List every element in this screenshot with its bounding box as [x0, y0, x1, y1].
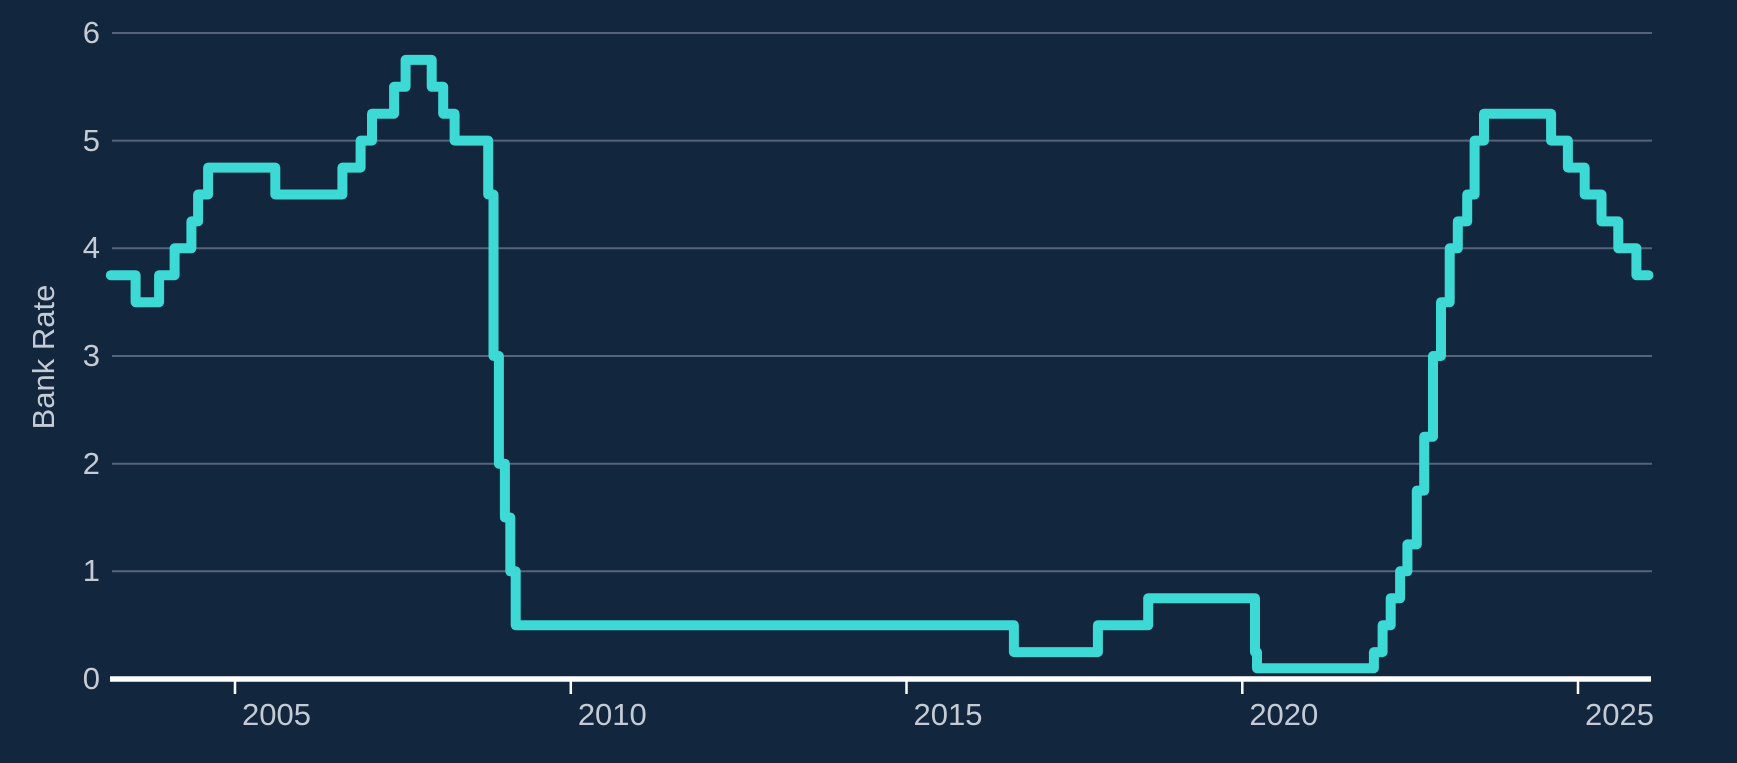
x-tick-label-2005: 2005	[242, 697, 311, 732]
x-tick-label-2015: 2015	[913, 697, 983, 732]
y-tick-label-2: 2	[82, 445, 100, 481]
x-tick-label-2025: 2025	[1585, 697, 1654, 732]
y-tick-label-5: 5	[82, 122, 100, 158]
y-tick-label-3: 3	[82, 338, 100, 373]
x-tick-label-2010: 2010	[577, 697, 647, 732]
x-tick-label-2020: 2020	[1249, 697, 1319, 732]
y-tick-label-0: 0	[82, 661, 100, 696]
y-tick-label-1: 1	[82, 553, 100, 589]
y-tick-label-6: 6	[82, 15, 100, 50]
y-tick-label-4: 4	[82, 230, 100, 266]
bank-rate-line-series	[105, 54, 1654, 674]
